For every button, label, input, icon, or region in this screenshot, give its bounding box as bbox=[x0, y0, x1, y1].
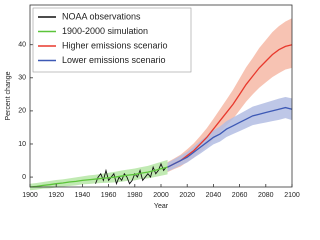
legend-label: Lower emissions scenario bbox=[62, 55, 166, 65]
x-axis-label: Year bbox=[154, 203, 169, 210]
uncertainty-band bbox=[167, 96, 292, 172]
legend-box bbox=[32, 7, 192, 73]
chart: Year Percent change 1900 1920 1940 1960 1980… bbox=[5, 4, 300, 210]
y-tick-label: 40 bbox=[18, 42, 26, 49]
x-tick-label: 1980 bbox=[127, 192, 143, 199]
legend-label: Higher emissions scenario bbox=[62, 40, 168, 50]
x-tick-label: 2060 bbox=[232, 192, 248, 199]
x-tick-label: 1920 bbox=[48, 192, 64, 199]
x-tick-label: 2080 bbox=[258, 192, 274, 199]
data-line bbox=[29, 166, 168, 188]
data-line bbox=[167, 44, 293, 168]
uncertainty-band bbox=[167, 18, 292, 173]
x-tick-label: 2000 bbox=[153, 192, 169, 199]
y-tick-label: 20 bbox=[18, 108, 26, 115]
legend-label: NOAA observations bbox=[62, 11, 141, 21]
y-tick-label: 0 bbox=[22, 174, 26, 181]
x-tick-label: 1900 bbox=[22, 192, 38, 199]
x-tick-label: 2040 bbox=[206, 192, 222, 199]
x-tick-label: 1960 bbox=[101, 192, 117, 199]
data-line bbox=[167, 106, 293, 168]
x-tick-label: 2100 bbox=[284, 192, 300, 199]
y-tick-label: 30 bbox=[18, 75, 26, 82]
x-tick-label: 1940 bbox=[75, 192, 91, 199]
y-axis-label: Percent change bbox=[5, 71, 12, 120]
legend-label: 1900-2000 simulation bbox=[62, 26, 148, 36]
y-tick-label: 10 bbox=[18, 141, 26, 148]
x-tick-label: 2020 bbox=[179, 192, 195, 199]
